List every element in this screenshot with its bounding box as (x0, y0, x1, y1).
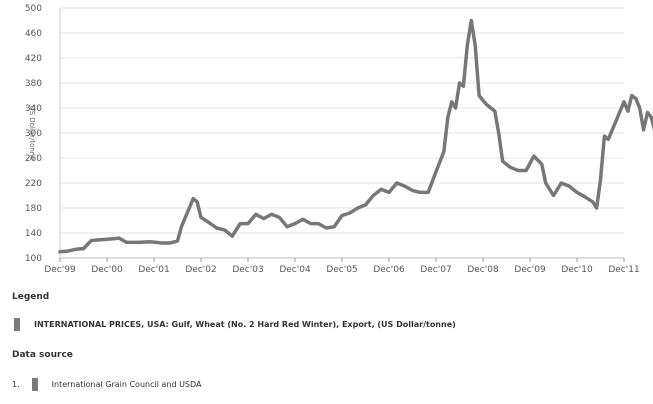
x-tick-label: Dec'05 (326, 265, 357, 275)
x-tick-label: Dec'00 (91, 265, 123, 275)
y-tick-label: 340 (25, 104, 42, 114)
x-tick-label: Dec'07 (420, 265, 451, 275)
y-tick-label: 380 (25, 79, 42, 89)
line-chart: 100 140 180 220 260 300 340 380 420 460 500 Dec'99 D… (25, 4, 653, 275)
x-tick-label: Dec'03 (232, 265, 263, 275)
y-tick-label: 260 (25, 154, 42, 164)
x-tick-label: Dec'01 (138, 265, 169, 275)
legend-swatch (14, 318, 20, 331)
x-tick-label: Dec'08 (467, 265, 499, 275)
y-tick-label: 140 (25, 229, 42, 239)
y-tick-label: 100 (25, 254, 42, 264)
data-source-label: International Grain Council and USDA (51, 380, 202, 389)
y-tick-label: 220 (25, 179, 42, 189)
series-layer (58, 18, 653, 254)
y-tick-label: 420 (25, 54, 42, 64)
y-tick-label: 500 (25, 4, 42, 14)
data-source-title: Data source (12, 350, 73, 360)
y-tick-label: 300 (25, 129, 42, 139)
x-tick-label: Dec'04 (279, 265, 311, 275)
legend-item: INTERNATIONAL PRICES, USA: Gulf, Wheat (… (14, 318, 456, 331)
y-tick-label: 180 (25, 204, 42, 214)
legend-title: Legend (12, 292, 50, 302)
x-tick-label: Dec'99 (44, 265, 76, 275)
data-source-swatch (31, 378, 38, 391)
axis-layer: 100 140 180 220 260 300 340 380 420 460 500 Dec'99 D… (25, 4, 640, 275)
series-line (58, 18, 653, 254)
x-tick-label: Dec'11 (608, 265, 639, 275)
y-axis-label: US Dollar/tonne (28, 105, 36, 160)
grid-layer (60, 7, 624, 259)
data-source-number: 1. (12, 380, 20, 389)
data-source-item: 1. International Grain Council and USDA (12, 378, 202, 391)
x-tick-label: Dec'06 (373, 265, 405, 275)
x-tick-label: Dec'02 (185, 265, 216, 275)
legend-item-label: INTERNATIONAL PRICES, USA: Gulf, Wheat (… (34, 320, 456, 329)
x-tick-label: Dec'10 (561, 265, 593, 275)
y-tick-label: 460 (25, 29, 42, 39)
x-tick-label: Dec'09 (514, 265, 546, 275)
